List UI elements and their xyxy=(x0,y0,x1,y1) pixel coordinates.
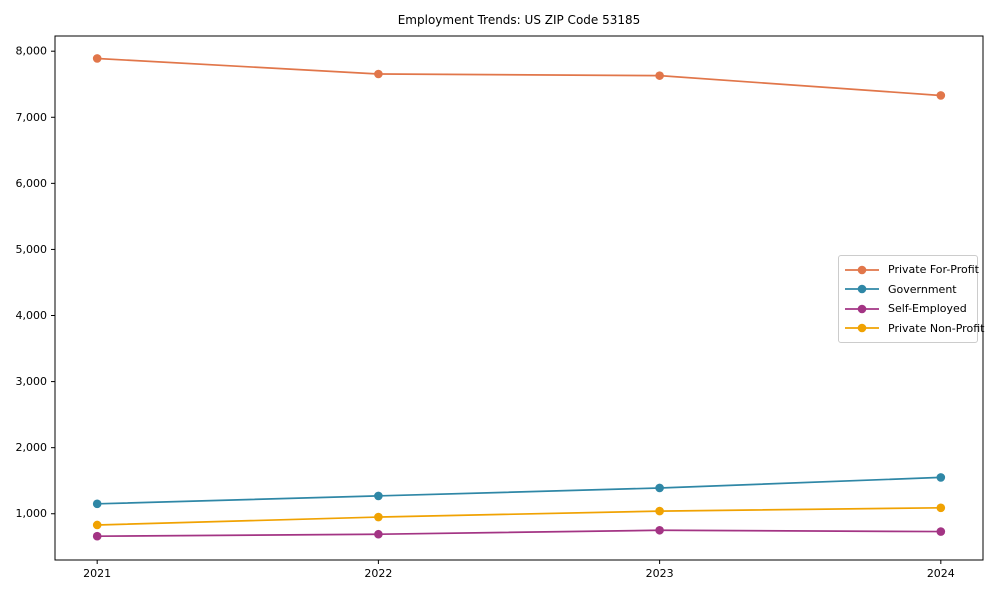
legend-label: Private Non-Profit xyxy=(888,321,985,335)
legend-line-marker-icon xyxy=(845,323,879,333)
y-axis-tick-label: 7,000 xyxy=(16,111,48,124)
y-axis-tick-label: 2,000 xyxy=(16,441,48,454)
legend-line-marker-icon xyxy=(845,284,879,294)
plot-frame xyxy=(54,35,984,561)
data-point-0-1 xyxy=(374,69,383,79)
legend-line-marker-icon xyxy=(845,304,879,314)
data-point-1-1 xyxy=(374,491,383,501)
series-line-1 xyxy=(97,476,941,505)
data-point-1-0 xyxy=(92,499,102,509)
legend-item-2: Self-Employed xyxy=(845,300,971,318)
data-point-2-2 xyxy=(655,525,664,535)
y-axis-tick-label: 8,000 xyxy=(16,45,48,58)
legend-item-0: Private For-Profit xyxy=(845,261,979,279)
x-axis-tick-label: 2024 xyxy=(927,567,955,580)
legend-line-marker-icon xyxy=(845,265,879,275)
data-point-0-0 xyxy=(92,54,102,63)
data-point-1-3 xyxy=(936,473,946,482)
x-axis-tick-label: 2023 xyxy=(646,567,674,580)
legend-label: Self-Employed xyxy=(888,302,967,316)
data-point-3-0 xyxy=(92,520,102,530)
y-axis-tick-label: 6,000 xyxy=(16,177,48,190)
data-point-2-1 xyxy=(374,529,383,539)
series-line-3 xyxy=(97,506,941,526)
legend-label: Private For-Profit xyxy=(888,263,979,277)
x-axis-tick-label: 2021 xyxy=(83,567,111,580)
legend-label: Government xyxy=(888,282,957,296)
legend-item-3: Private Non-Profit xyxy=(845,319,984,337)
legend: Private For-Profit Government Self-Employe… xyxy=(838,255,984,343)
data-point-3-1 xyxy=(374,512,383,522)
data-point-3-2 xyxy=(655,506,664,516)
data-point-0-3 xyxy=(936,91,946,100)
data-point-2-0 xyxy=(92,531,102,541)
y-axis-tick-label: 4,000 xyxy=(16,309,48,322)
x-axis-tick-label: 2022 xyxy=(364,567,392,580)
data-point-1-2 xyxy=(655,483,664,493)
legend-item-1: Government xyxy=(845,280,971,298)
y-axis-tick-label: 1,000 xyxy=(16,507,48,520)
series-line-0 xyxy=(97,57,941,97)
y-axis-tick-label: 3,000 xyxy=(16,375,48,388)
data-point-2-3 xyxy=(936,527,946,536)
data-point-3-3 xyxy=(936,503,946,513)
series-line-2 xyxy=(97,529,941,538)
y-axis-tick-label: 5,000 xyxy=(16,243,48,256)
chart-title: Employment Trends: US ZIP Code 53185 xyxy=(397,13,641,27)
data-point-0-2 xyxy=(655,71,664,80)
